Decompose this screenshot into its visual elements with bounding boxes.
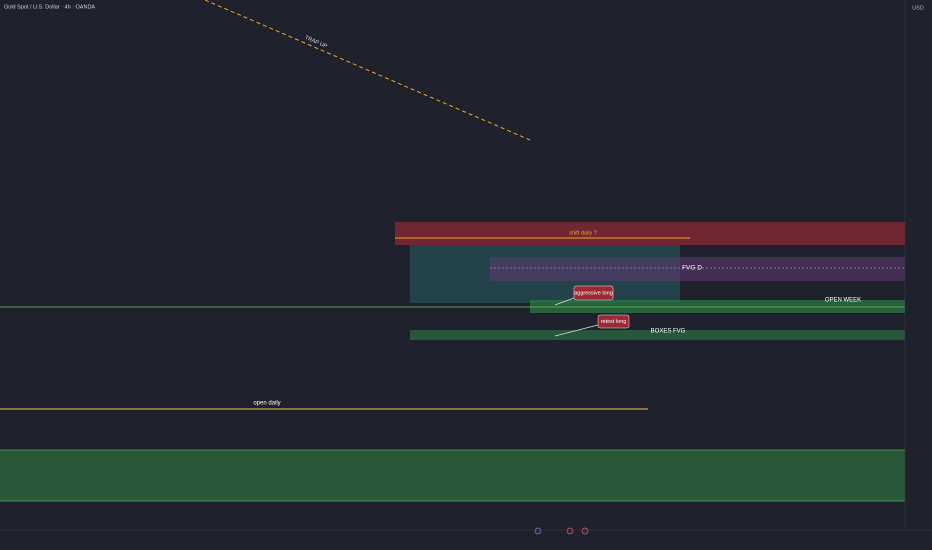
demand-zone (0, 450, 905, 501)
fvg-daily-zone (490, 257, 905, 281)
callout-pointer (554, 297, 575, 306)
trap-trendline (204, 0, 531, 141)
callouts: aggressive long retest long (554, 285, 630, 337)
callout-box (573, 285, 614, 301)
callout-box (597, 314, 630, 329)
callout-pointer (554, 324, 599, 337)
annotation: FVG D (682, 265, 702, 272)
open-week-zone (530, 300, 905, 313)
callout-text: retest long (601, 319, 627, 325)
price-axis-panel (905, 0, 932, 550)
supply-zone (395, 222, 905, 245)
annotation: OPEN WEEK (825, 298, 861, 304)
event-icon (534, 527, 542, 535)
event-icon (566, 527, 574, 535)
price-axis: USD (912, 5, 924, 11)
annotation: BOXES FVG (651, 329, 686, 335)
boxes-fvg-zone (410, 330, 905, 340)
annotation: open daily (253, 401, 280, 407)
zones (0, 0, 905, 502)
callout-text: aggressive long (574, 290, 613, 296)
event-icons (534, 527, 589, 535)
annotation: shift daily ? (569, 230, 597, 236)
event-icon (581, 527, 589, 535)
currency: USD (912, 5, 924, 11)
chart-title: Gold Spot / U.S. Dollar · 4h · OANDA (4, 4, 95, 10)
